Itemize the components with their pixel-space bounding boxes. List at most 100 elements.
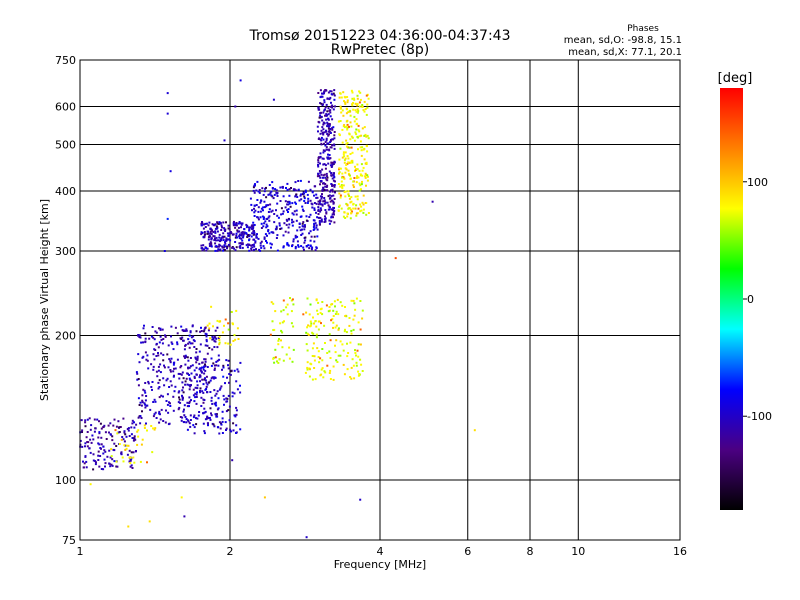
data-point (162, 420, 165, 422)
data-point (178, 390, 181, 393)
data-point (325, 172, 328, 175)
grid (80, 60, 680, 540)
data-point (319, 96, 322, 99)
data-point (255, 248, 257, 251)
data-point (291, 212, 294, 215)
data-point (321, 301, 324, 303)
data-point (275, 228, 278, 230)
data-point (322, 163, 325, 166)
data-point (326, 364, 329, 367)
data-point (363, 100, 366, 103)
data-point (231, 391, 234, 394)
y-tick-label: 400 (55, 185, 76, 198)
data-point (158, 410, 161, 413)
data-point (231, 233, 234, 236)
data-point (358, 90, 361, 93)
data-point (202, 391, 205, 394)
data-point (196, 357, 199, 360)
data-point (333, 137, 336, 140)
data-point (218, 336, 221, 339)
data-point (206, 352, 209, 355)
data-point (186, 405, 189, 408)
data-point (202, 223, 205, 226)
data-point (339, 301, 342, 304)
data-point (250, 247, 253, 250)
data-point (166, 393, 169, 396)
data-point (184, 354, 187, 357)
data-point (347, 193, 350, 196)
data-point (222, 232, 225, 235)
colorbar-label: [deg] (718, 71, 753, 86)
data-point (332, 216, 334, 219)
data-point (215, 337, 218, 340)
data-point (157, 387, 160, 390)
data-point (177, 391, 180, 394)
data-point (214, 231, 217, 234)
data-point (320, 173, 323, 176)
data-point (326, 189, 329, 192)
data-point (348, 162, 351, 164)
data-point (346, 101, 349, 104)
data-point (310, 363, 313, 366)
data-point (250, 249, 253, 252)
data-point (285, 353, 288, 356)
data-point (200, 326, 202, 329)
data-point (309, 245, 312, 248)
data-point (324, 106, 327, 109)
data-point (350, 161, 353, 164)
data-point (279, 228, 282, 230)
data-point (357, 129, 360, 132)
data-point (155, 331, 158, 334)
data-point (111, 439, 114, 442)
data-point (221, 245, 224, 248)
data-point (323, 163, 326, 166)
data-point (158, 341, 161, 344)
data-point (102, 425, 105, 428)
data-point (296, 240, 299, 243)
data-point (353, 377, 356, 380)
data-point (327, 204, 330, 207)
data-point (294, 195, 297, 198)
data-point (257, 218, 260, 221)
data-point (319, 308, 322, 311)
data-point (214, 394, 217, 397)
data-point (145, 404, 148, 407)
data-point (240, 223, 243, 226)
data-point (246, 246, 249, 249)
data-point (125, 435, 128, 438)
data-point (334, 105, 336, 108)
data-point (310, 202, 313, 205)
data-point (120, 453, 123, 456)
data-point (233, 247, 235, 250)
data-point (349, 217, 352, 220)
data-point (89, 438, 92, 441)
data-point (120, 451, 123, 454)
data-point (119, 426, 122, 428)
data-point (162, 359, 165, 362)
data-point (317, 157, 320, 159)
data-point (221, 368, 223, 371)
data-point (194, 396, 197, 399)
data-point (160, 352, 163, 355)
data-point (157, 369, 160, 372)
data-point (208, 221, 211, 224)
data-point (179, 366, 182, 369)
data-point (365, 144, 368, 147)
data-point (294, 236, 297, 239)
data-point (234, 105, 237, 108)
data-point (235, 246, 238, 249)
data-point (342, 176, 345, 179)
data-point (216, 326, 219, 329)
data-point (291, 360, 294, 363)
data-point (308, 375, 311, 378)
data-point (202, 330, 205, 333)
data-point (316, 235, 319, 238)
data-point (195, 330, 198, 333)
data-point (150, 335, 153, 338)
data-point (338, 204, 341, 207)
data-point (227, 232, 230, 235)
data-point (355, 110, 358, 113)
data-point (286, 313, 289, 316)
data-point (344, 101, 346, 104)
data-point (326, 114, 329, 117)
